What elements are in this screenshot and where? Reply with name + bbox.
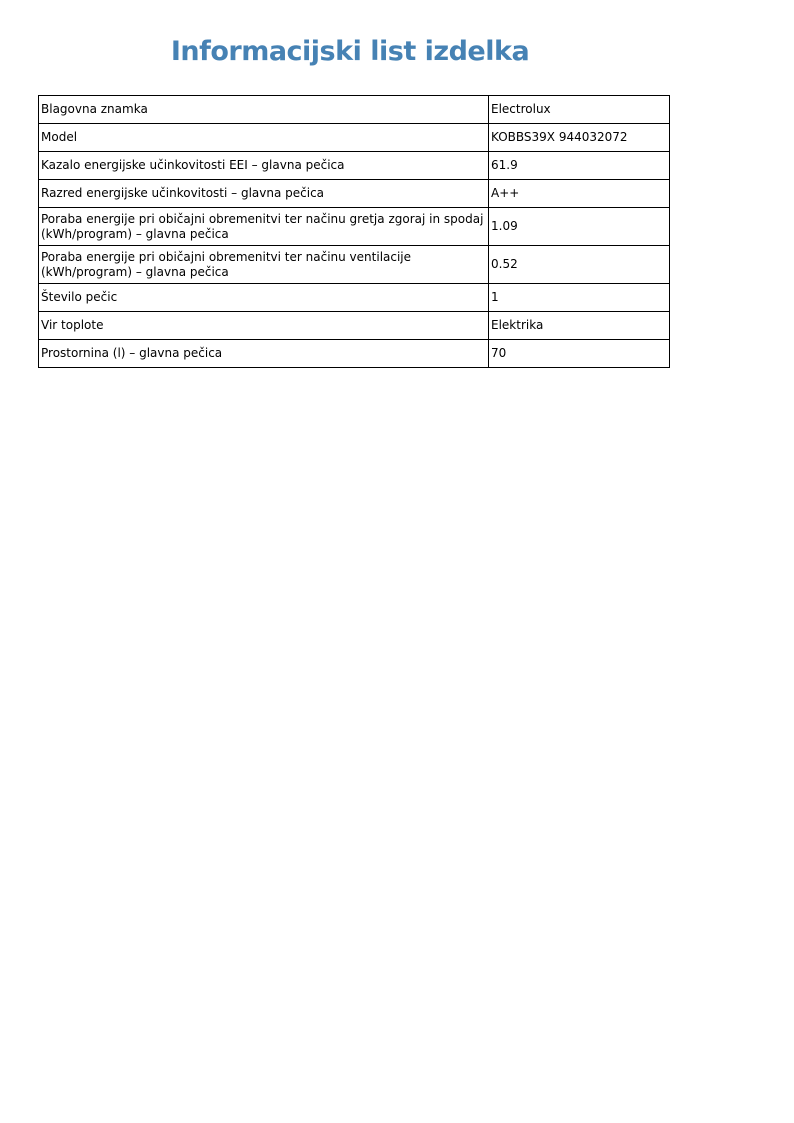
row-value: A++	[488, 179, 670, 208]
row-label: Model	[38, 123, 489, 152]
table-row: Poraba energije pri običajni obremenitvi…	[38, 207, 670, 246]
table-row: Blagovna znamka Electrolux	[38, 95, 670, 124]
row-label: Poraba energije pri običajni obremenitvi…	[38, 245, 489, 284]
row-value: KOBBS39X 944032072	[488, 123, 670, 152]
row-value: Electrolux	[488, 95, 670, 124]
row-value: Elektrika	[488, 311, 670, 340]
product-info-table: Blagovna znamka Electrolux Model KOBBS39X …	[38, 95, 670, 368]
table-row: Vir toplote Elektrika	[38, 311, 670, 340]
row-label: Prostornina (l) – glavna pečica	[38, 339, 489, 368]
row-label: Poraba energije pri običajni obremenitvi…	[38, 207, 489, 246]
row-label: Kazalo energijske učinkovitosti EEI – gl…	[38, 151, 489, 180]
table-row: Kazalo energijske učinkovitosti EEI – gl…	[38, 151, 670, 180]
table-row: Število pečic 1	[38, 283, 670, 312]
row-label: Število pečic	[38, 283, 489, 312]
row-value: 70	[488, 339, 670, 368]
row-label: Razred energijske učinkovitosti – glavna…	[38, 179, 489, 208]
row-label: Blagovna znamka	[38, 95, 489, 124]
page-title: Informacijski list izdelka	[170, 36, 530, 67]
row-value: 1	[488, 283, 670, 312]
table-row: Razred energijske učinkovitosti – glavna…	[38, 179, 670, 208]
row-value: 1.09	[488, 207, 670, 246]
table-row: Prostornina (l) – glavna pečica 70	[38, 339, 670, 368]
table-row: Poraba energije pri običajni obremenitvi…	[38, 245, 670, 284]
row-label: Vir toplote	[38, 311, 489, 340]
row-value: 61.9	[488, 151, 670, 180]
row-value: 0.52	[488, 245, 670, 284]
table-row: Model KOBBS39X 944032072	[38, 123, 670, 152]
